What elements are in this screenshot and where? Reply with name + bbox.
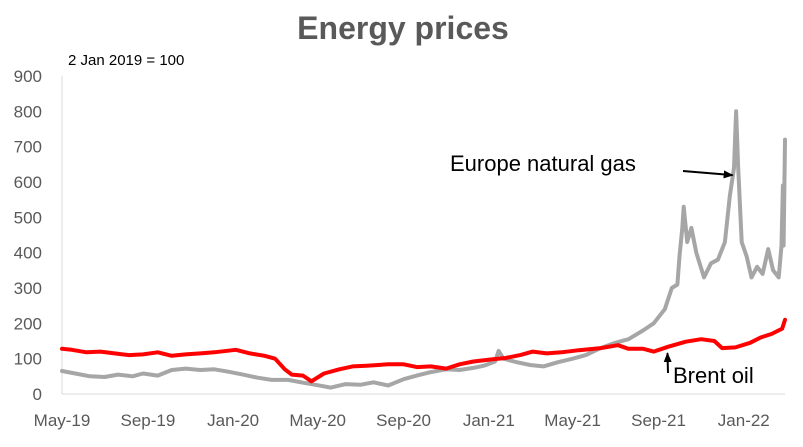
y-tick-label: 100	[14, 350, 42, 369]
x-tick-label: Jan-22	[718, 411, 770, 430]
y-tick-label: 0	[33, 385, 42, 404]
chart-title: Energy prices	[297, 10, 509, 46]
x-tick-label: May-19	[34, 411, 91, 430]
x-tick-label: Jan-21	[463, 411, 515, 430]
annotation-layer: Europe natural gas Brent oil	[450, 151, 754, 388]
x-tick-label: Sep-20	[376, 411, 431, 430]
y-tick-label: 500	[14, 208, 42, 227]
x-tick-label: May-21	[544, 411, 601, 430]
annotation-label: Brent oil	[673, 363, 754, 388]
x-tick-label: Sep-21	[631, 411, 686, 430]
x-tick-label: Sep-19	[121, 411, 176, 430]
annotation-label: Europe natural gas	[450, 151, 636, 176]
x-tick-label: Jan-20	[207, 411, 259, 430]
x-tick-label: May-20	[289, 411, 346, 430]
series-layer	[60, 109, 787, 390]
annotation-arrow	[682, 170, 734, 179]
y-axis-ticks: 0 100 200 300 400 500 600 700 800 900	[14, 67, 42, 404]
series-line-europe-natural-gas	[60, 109, 787, 390]
y-tick-label: 900	[14, 67, 42, 86]
y-tick-label: 200	[14, 314, 42, 333]
y-tick-label: 600	[14, 173, 42, 192]
annotation-arrow	[663, 352, 672, 374]
chart-subtitle: 2 Jan 2019 = 100	[68, 52, 184, 69]
y-tick-label: 400	[14, 244, 42, 263]
x-axis-ticks: May-19 Sep-19 Jan-20 May-20 Sep-20 Jan-21 May-…	[34, 411, 770, 430]
y-tick-label: 700	[14, 138, 42, 157]
y-tick-label: 300	[14, 279, 42, 298]
y-tick-label: 800	[14, 102, 42, 121]
series-line-brent-oil	[60, 317, 787, 384]
